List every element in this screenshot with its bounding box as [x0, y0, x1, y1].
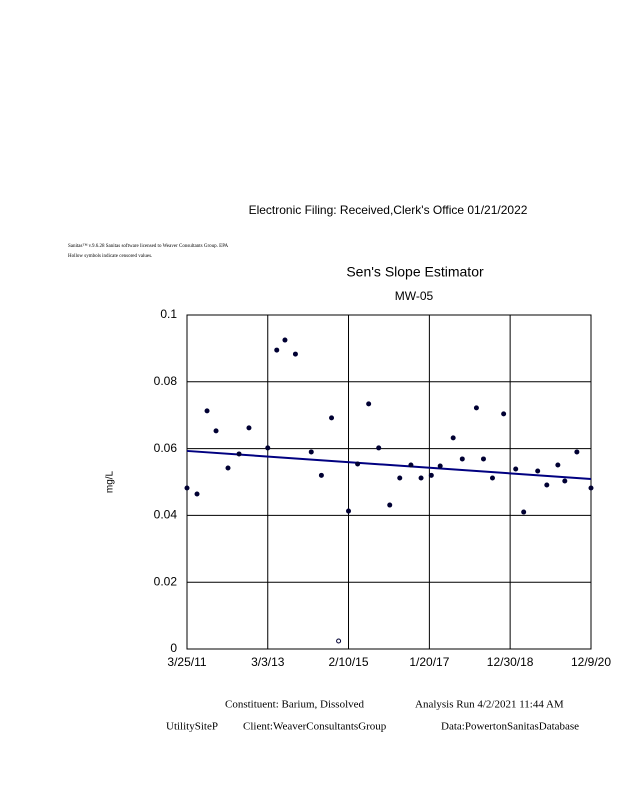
data-point [366, 401, 372, 407]
data-point [501, 411, 507, 417]
y-tick-label: 0.02 [154, 574, 178, 588]
data-point [408, 462, 414, 468]
data-point [336, 638, 342, 644]
license-note: Sanitas™ v.9.6.28 Sanitas software licen… [68, 243, 229, 249]
data-point [450, 435, 456, 441]
data-point [265, 445, 271, 451]
x-tick-label: 3/3/13 [251, 655, 285, 669]
data-point [329, 415, 335, 421]
data-point [355, 461, 361, 467]
data-point [489, 475, 495, 481]
data-point [282, 337, 288, 343]
x-tick-label: 3/25/11 [167, 655, 206, 669]
data-point [535, 468, 541, 474]
client: Client:WeaverConsultantsGroup [243, 721, 387, 733]
data-point [562, 478, 568, 484]
database: Data:PowertonSanitasDatabase [441, 721, 579, 733]
y-tick-label: 0.08 [154, 374, 178, 388]
y-tick-label: 0 [170, 641, 177, 655]
data-point [473, 405, 479, 411]
data-point [513, 466, 519, 472]
run-info: Analysis Run 4/2/2021 11:44 AM [415, 699, 564, 711]
x-tick-label: 1/20/17 [409, 655, 449, 669]
data-point [588, 485, 594, 491]
y-tick-label: 0.1 [160, 307, 177, 321]
data-point [544, 482, 550, 488]
chart-title: Sen's Slope Estimator [346, 264, 484, 280]
data-point [225, 465, 231, 471]
data-point [308, 449, 314, 455]
constituent: Constituent: Barium, Dissolved [225, 699, 365, 711]
data-point [213, 428, 219, 434]
data-point [274, 347, 280, 353]
data-point [459, 456, 465, 462]
data-point [387, 502, 393, 508]
data-point [246, 425, 252, 431]
data-point [397, 475, 403, 481]
x-tick-label: 12/30/18 [487, 655, 534, 669]
data-point [236, 451, 242, 457]
filing-header: Electronic Filing: Received,Clerk's Offi… [249, 203, 528, 217]
y-axis-label: mg/L [105, 470, 116, 493]
data-point [376, 445, 382, 451]
censor-note: Hollow symbols indicate censored values. [68, 254, 152, 259]
x-tick-label: 2/10/15 [328, 655, 368, 669]
y-tick-label: 0.06 [154, 441, 178, 455]
data-point [437, 463, 443, 469]
plot-frame [186, 314, 592, 650]
site: UtilitySiteP [166, 721, 218, 733]
data-point [574, 449, 580, 455]
x-tick-label: 12/9/20 [571, 655, 611, 669]
data-point [480, 456, 486, 462]
data-point [204, 408, 210, 414]
data-point [555, 462, 561, 468]
chart-subtitle: MW-05 [395, 289, 434, 303]
data-point [184, 485, 190, 491]
trend-line [186, 449, 592, 480]
y-tick-label: 0.04 [154, 508, 178, 522]
data-point [418, 475, 424, 481]
data-point [194, 491, 200, 497]
data-point [318, 472, 324, 478]
data-point [521, 509, 527, 515]
data-point [428, 472, 434, 478]
data-point [346, 508, 352, 514]
data-point [292, 351, 298, 357]
